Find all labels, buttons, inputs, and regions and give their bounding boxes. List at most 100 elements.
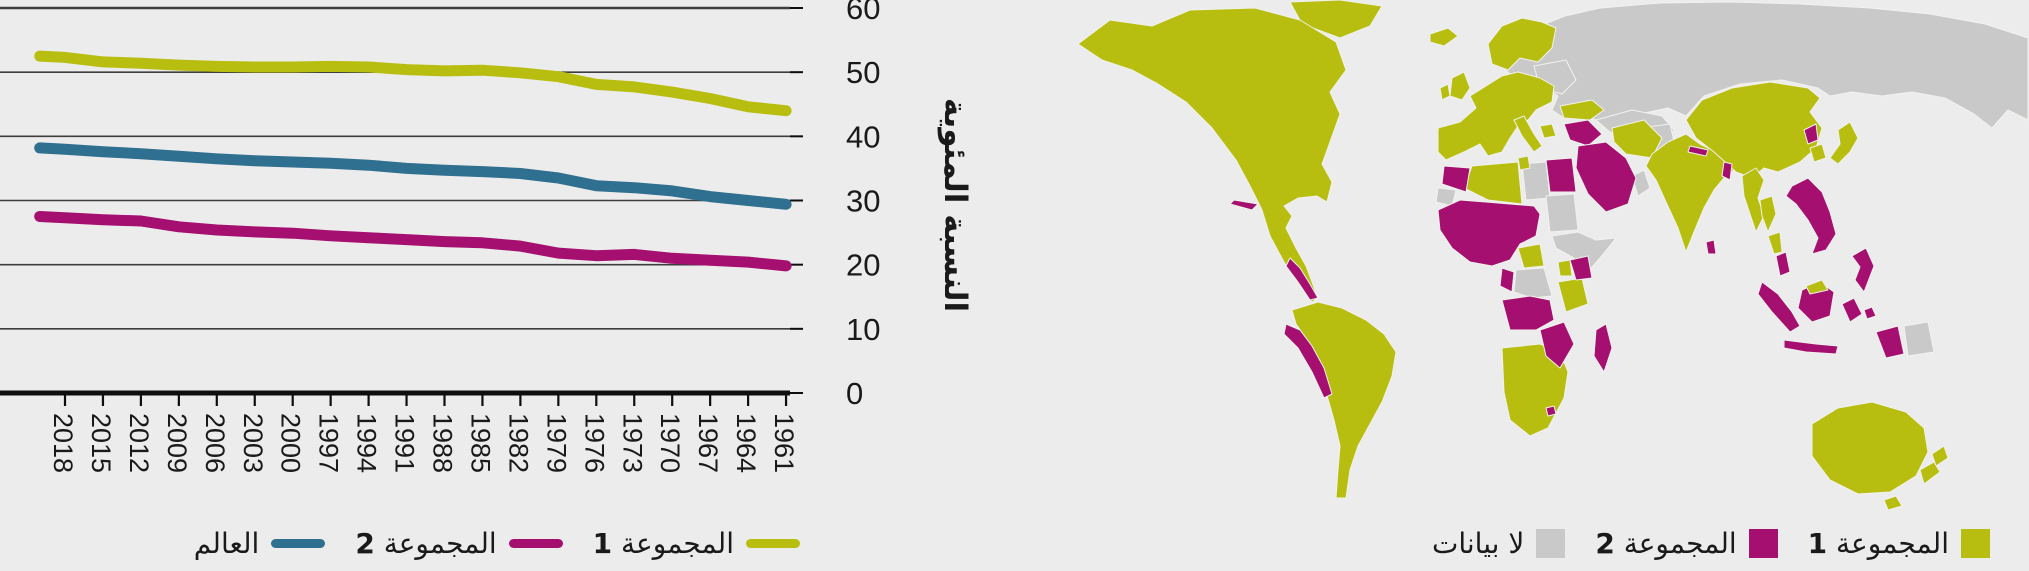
legend-label-group1: المجموعة 1 xyxy=(592,527,734,560)
region-indochina xyxy=(1785,177,1837,255)
region-angola-zambia xyxy=(1501,295,1555,331)
map-legend-item-no-data: لا بيانات xyxy=(1431,527,1566,560)
svg-text:1970: 1970 xyxy=(655,413,685,473)
region-iraq-syria xyxy=(1563,119,1603,147)
group1-line-swatch xyxy=(746,539,800,548)
group1-color-swatch xyxy=(1961,529,1990,558)
svg-text:2000: 2000 xyxy=(276,413,306,473)
svg-text:2003: 2003 xyxy=(238,413,268,473)
region-bangladesh xyxy=(1721,161,1733,181)
region-dr-congo xyxy=(1513,267,1553,299)
region-thailand xyxy=(1759,195,1777,233)
region-north-america xyxy=(1077,7,1347,303)
svg-text:1976: 1976 xyxy=(579,413,609,473)
region-tanzania xyxy=(1557,277,1589,313)
group2-regions xyxy=(1229,119,1905,417)
region-tasmania xyxy=(1883,495,1903,511)
legend-item-group1: المجموعة 1 xyxy=(593,527,800,560)
region-italy xyxy=(1513,115,1543,153)
region-europe-mainland xyxy=(1437,71,1555,161)
region-algeria xyxy=(1463,161,1523,205)
y-axis-title: النسبة المئوية xyxy=(937,98,973,312)
region-australia xyxy=(1811,401,1929,495)
region-sahel-west-africa xyxy=(1437,199,1541,267)
region-nepal xyxy=(1687,145,1709,157)
map-legend-label-group1: المجموعة 1 xyxy=(1807,527,1949,560)
line-chart-panel: 0 10 20 30 40 50 60 2018 2015 2012 2009 2006 2003 200… xyxy=(0,0,1000,571)
region-india-pakistan xyxy=(1645,133,1735,253)
map-legend-label-group2: المجموعة 2 xyxy=(1595,527,1737,560)
region-madagascar xyxy=(1593,323,1613,373)
group1-regions xyxy=(1077,0,1949,511)
map-legend: المجموعة 1 المجموعة 2 لا بيانات xyxy=(1432,527,1990,560)
map-legend-label-no-data: لا بيانات xyxy=(1431,527,1525,560)
svg-text:1961: 1961 xyxy=(769,413,799,473)
legend-label-world: العالم xyxy=(193,527,260,560)
region-congo-gabon xyxy=(1499,267,1515,293)
svg-text:1985: 1985 xyxy=(465,413,495,473)
region-morocco xyxy=(1441,165,1471,193)
region-south-america xyxy=(1291,301,1397,499)
region-iceland xyxy=(1429,27,1459,47)
no-data-regions xyxy=(1263,1,2029,357)
svg-text:50: 50 xyxy=(846,55,880,90)
no-data-color-swatch xyxy=(1536,529,1566,558)
svg-text:2018: 2018 xyxy=(48,413,78,473)
svg-text:1991: 1991 xyxy=(390,413,420,473)
svg-text:1994: 1994 xyxy=(352,413,382,473)
region-south-korea xyxy=(1809,143,1827,163)
region-zimbabwe-mozambique xyxy=(1539,321,1575,369)
svg-text:40: 40 xyxy=(846,119,880,154)
map-legend-item-group2: المجموعة 2 xyxy=(1595,527,1778,560)
world-map xyxy=(1077,0,2029,511)
svg-text:1967: 1967 xyxy=(693,413,723,473)
region-new-guinea-west xyxy=(1875,325,1905,359)
group2-line-swatch xyxy=(508,539,563,548)
region-japan xyxy=(1829,121,1859,165)
region-java xyxy=(1783,339,1839,355)
percentage-trend-chart: 0 10 20 30 40 50 60 2018 2015 2012 2009 2006 2003 200… xyxy=(0,0,973,473)
region-sri-lanka xyxy=(1705,239,1717,255)
svg-text:1979: 1979 xyxy=(541,413,571,473)
svg-text:2012: 2012 xyxy=(124,413,154,473)
region-borneo-malaysia-cap xyxy=(1805,279,1829,295)
legend-item-group2: المجموعة 2 xyxy=(355,527,563,560)
region-uganda xyxy=(1557,259,1573,277)
region-ireland xyxy=(1439,83,1451,101)
region-scandinavia xyxy=(1487,17,1557,71)
svg-text:20: 20 xyxy=(846,248,880,283)
region-sumatra xyxy=(1757,281,1801,333)
svg-text:1997: 1997 xyxy=(314,413,344,473)
svg-text:1973: 1973 xyxy=(617,413,647,473)
region-new-zealand-north xyxy=(1931,445,1949,467)
region-central-america xyxy=(1285,257,1319,301)
region-greece xyxy=(1539,123,1557,139)
svg-text:60: 60 xyxy=(846,0,880,26)
region-papua-new-guinea xyxy=(1903,321,1935,357)
region-lesotho xyxy=(1545,405,1557,417)
region-ecuador-peru xyxy=(1283,323,1333,399)
region-moluccas xyxy=(1863,306,1877,320)
region-ethiopia-somalia xyxy=(1551,231,1617,277)
svg-text:1988: 1988 xyxy=(428,413,458,473)
svg-text:10: 10 xyxy=(846,312,880,347)
region-united-kingdom xyxy=(1449,71,1471,101)
svg-text:1964: 1964 xyxy=(731,413,761,473)
svg-text:2009: 2009 xyxy=(162,413,192,473)
legend-item-world: العالم xyxy=(194,527,326,560)
region-north-korea xyxy=(1803,123,1819,145)
region-tunisia xyxy=(1517,155,1531,171)
region-philippines xyxy=(1851,247,1875,293)
region-cuba xyxy=(1229,199,1259,211)
svg-text:30: 30 xyxy=(846,184,880,219)
region-central-african-republic xyxy=(1517,243,1545,269)
svg-text:0: 0 xyxy=(846,376,863,411)
svg-text:1982: 1982 xyxy=(503,413,533,473)
svg-text:2006: 2006 xyxy=(200,413,230,473)
legend-label-group2: المجموعة 2 xyxy=(355,527,497,560)
region-sudan xyxy=(1545,193,1579,233)
region-egypt xyxy=(1545,157,1577,193)
region-kenya xyxy=(1569,255,1593,281)
region-oman xyxy=(1631,169,1651,197)
svg-text:2015: 2015 xyxy=(86,413,116,473)
